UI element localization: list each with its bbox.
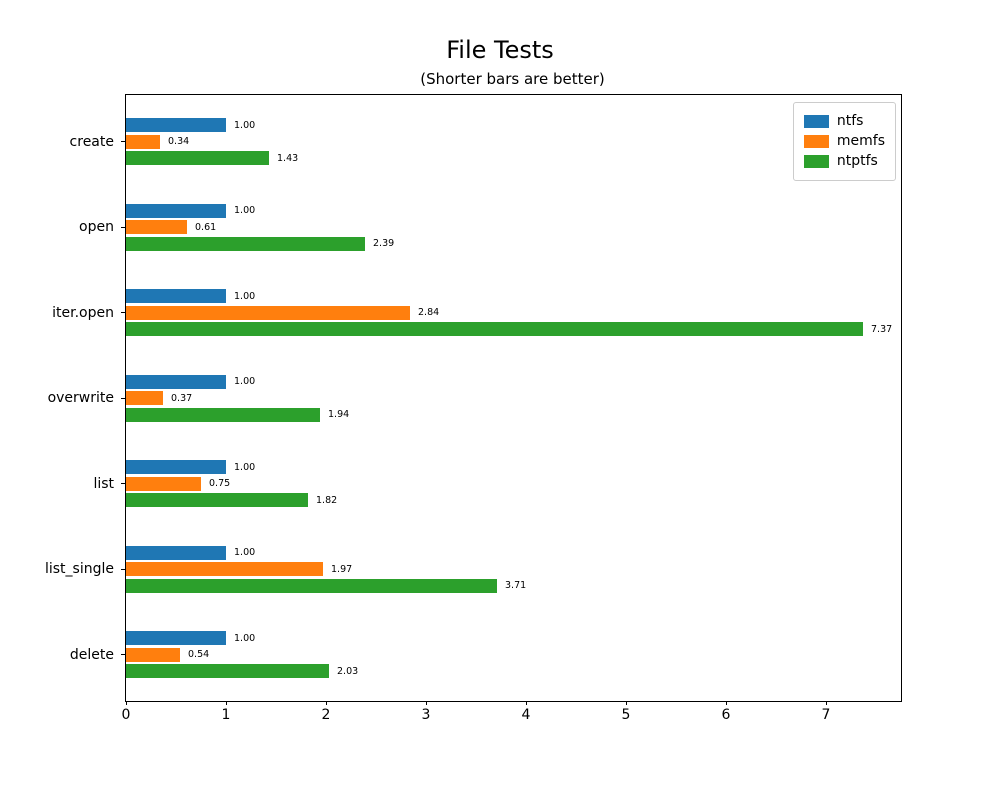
x-axis-tick-label: 5 — [621, 707, 631, 723]
y-axis-tick — [121, 141, 126, 142]
bar-value-label: 0.61 — [195, 221, 217, 233]
x-axis-tick — [125, 701, 127, 705]
bar-ntfs-overwrite — [126, 374, 226, 389]
category-label: open — [79, 219, 114, 235]
bar-value-label: 0.34 — [168, 136, 190, 147]
x-axis-tick-label: 3 — [421, 707, 431, 723]
bar-memfs-list — [126, 476, 201, 491]
bar-value-label: 1.00 — [234, 547, 256, 558]
x-axis-tick — [625, 701, 627, 705]
bar-memfs-delete — [126, 647, 180, 662]
bar-ntfs-create — [126, 118, 226, 132]
bar-value-label: 3.71 — [505, 580, 527, 591]
x-axis-tick — [525, 701, 527, 705]
bar-value-label: 1.94 — [328, 409, 350, 420]
bar-ntptfs-open — [126, 236, 365, 251]
bar-value-label: 7.37 — [871, 323, 893, 335]
x-axis-tick — [425, 701, 427, 705]
x-axis-tick-label: 2 — [321, 707, 331, 723]
category-label: delete — [69, 646, 114, 663]
legend-swatch-icon — [803, 155, 829, 168]
bar-value-label: 1.97 — [331, 563, 353, 575]
bar-ntfs-list_single — [126, 545, 226, 560]
bar-value-label: 1.00 — [234, 290, 256, 302]
x-axis-tick-label: 0 — [121, 707, 131, 723]
bar-ntfs-delete — [126, 631, 226, 645]
legend-label: ntptfs — [836, 153, 878, 169]
bar-memfs-overwrite — [126, 391, 163, 405]
legend-label: ntfs — [836, 113, 864, 129]
plot-area: ntfs memfs ntptfs create 1.00 0.34 1.43 open 1.… — [45, 94, 902, 723]
category-label: iter.open — [52, 304, 114, 321]
y-axis-tick — [121, 397, 126, 399]
bar-value-label: 2.03 — [337, 665, 359, 677]
bar-ntptfs-list — [126, 493, 308, 507]
bar-value-label: 0.75 — [209, 478, 231, 489]
legend-item-memfs: memfs — [803, 133, 885, 150]
bar-value-label: 2.39 — [373, 238, 395, 249]
bar-memfs-open — [126, 220, 187, 234]
bar-memfs-list_single — [126, 562, 323, 576]
x-axis-tick — [825, 701, 827, 705]
y-axis-tick — [121, 568, 126, 570]
bar-ntptfs-list_single — [126, 578, 497, 593]
bar-value-label: 1.00 — [234, 632, 256, 644]
bar-ntptfs-overwrite — [126, 407, 320, 422]
bar-value-label: 1.43 — [277, 152, 299, 164]
y-axis-tick — [121, 312, 126, 313]
bar-value-label: 1.00 — [234, 376, 256, 387]
x-axis-tick — [725, 701, 727, 705]
y-axis-tick — [121, 483, 126, 484]
category-label: create — [69, 133, 114, 150]
category-label: list — [93, 475, 114, 492]
category-label: overwrite — [47, 390, 114, 406]
bar-value-label: 1.00 — [234, 461, 256, 473]
category-label: list_single — [44, 561, 114, 577]
x-axis-tick — [225, 701, 227, 705]
legend: ntfs memfs ntptfs — [792, 102, 896, 181]
bar-memfs-create — [126, 134, 160, 149]
bar-ntptfs-create — [126, 151, 269, 165]
bar-value-label: 1.00 — [234, 205, 256, 216]
bar-ntfs-iter.open — [126, 289, 226, 303]
bar-ntptfs-iter.open — [126, 322, 863, 336]
legend-item-ntptfs: ntptfs — [803, 153, 885, 170]
legend-swatch-icon — [803, 135, 829, 148]
y-axis-tick — [121, 654, 126, 655]
x-axis-tick-label: 6 — [721, 707, 731, 723]
bar-value-label: 2.84 — [418, 307, 440, 318]
legend-swatch-icon — [803, 115, 829, 128]
bar-memfs-iter.open — [126, 305, 410, 320]
bar-value-label: 0.54 — [188, 649, 210, 660]
x-axis-tick-label: 4 — [521, 707, 531, 723]
legend-label: memfs — [836, 133, 885, 149]
chart-title: File Tests — [446, 36, 554, 64]
bar-value-label: 1.82 — [316, 494, 338, 506]
y-axis-tick — [121, 226, 126, 228]
x-axis-tick-label: 7 — [821, 707, 831, 723]
legend-item-ntfs: ntfs — [803, 113, 885, 130]
bar-ntfs-list — [126, 460, 226, 474]
chart-subtitle: (Shorter bars are better) — [420, 70, 605, 88]
bar-value-label: 1.00 — [234, 119, 256, 131]
bar-ntfs-open — [126, 203, 226, 218]
x-axis-tick-label: 1 — [221, 707, 231, 723]
bar-value-label: 0.37 — [171, 392, 193, 404]
bar-ntptfs-delete — [126, 664, 329, 678]
x-axis-tick — [325, 701, 327, 705]
